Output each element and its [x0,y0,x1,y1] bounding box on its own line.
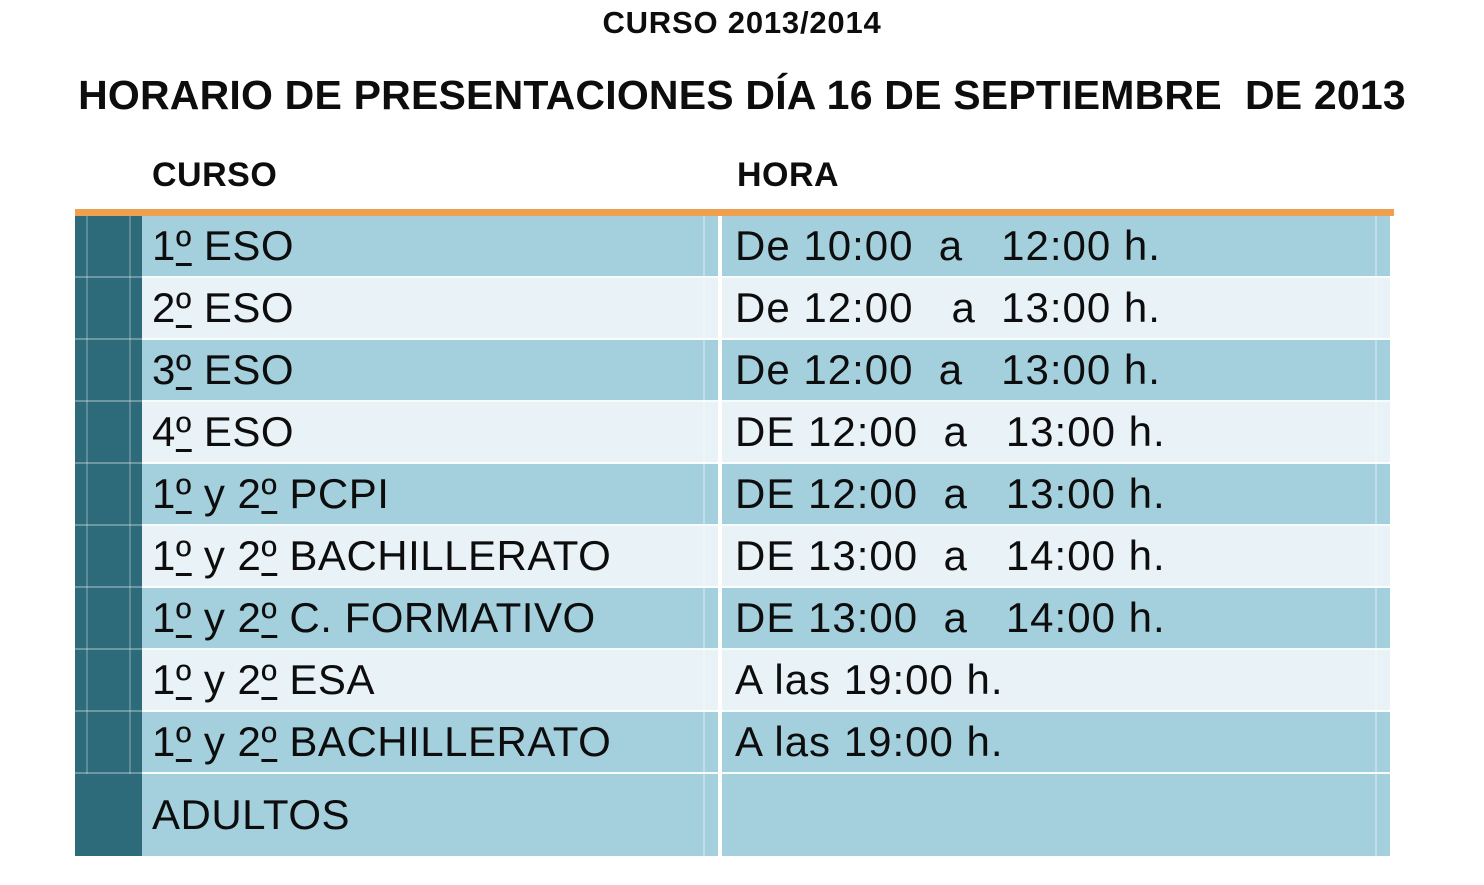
curso-cell: 1º y 2º PCPI [142,464,718,526]
curso-cell: 4º ESO [142,402,718,464]
table-row: 1º y 2º C. FORMATIVO DE 13:00 a 14:00 h. [75,588,1390,650]
row-accent-strip [75,340,142,402]
column-divider [718,588,722,650]
row-accent-strip [75,650,142,712]
hora-cell: A las 19:00 h. [722,650,1390,712]
column-divider [718,526,722,588]
hora-cell: DE 13:00 a 14:00 h. [722,526,1390,588]
curso-cell: ADULTOS [142,774,718,856]
table-row: 1º y 2º BACHILLERATO DE 13:00 a 14:00 h. [75,526,1390,588]
table-row: 1º ESO De 10:00 a 12:00 h. [75,216,1390,278]
row-accent-strip [75,402,142,464]
hora-cell: De 12:00 a 13:00 h. [722,278,1390,340]
row-accent-strip [75,464,142,526]
table-row: ADULTOS [75,774,1390,856]
curso-cell: 2º ESO [142,278,718,340]
column-divider [718,216,722,278]
curso-cell: 1º y 2º ESA [142,650,718,712]
hora-cell: De 12:00 a 13:00 h. [722,340,1390,402]
column-header-curso: CURSO [152,156,278,194]
hora-cell: DE 13:00 a 14:00 h. [722,588,1390,650]
column-divider [718,402,722,464]
table-row: 1º y 2º PCPI DE 12:00 a 13:00 h. [75,464,1390,526]
table-row: 1º y 2º ESA A las 19:00 h. [75,650,1390,712]
hora-cell: De 10:00 a 12:00 h. [722,216,1390,278]
course-year-heading: CURSO 2013/2014 [602,5,882,40]
column-divider [718,278,722,340]
row-accent-strip [75,774,142,856]
column-divider [718,340,722,402]
column-divider [718,712,722,774]
curso-cell: 3º ESO [142,340,718,402]
hora-cell: A las 19:00 h. [722,712,1390,774]
row-accent-strip [75,526,142,588]
curso-cell: 1º y 2º BACHILLERATO [142,712,718,774]
row-accent-strip [75,278,142,340]
row-accent-strip [75,216,142,278]
table-row: 3º ESO De 12:00 a 13:00 h. [75,340,1390,402]
table-row: 4º ESO DE 12:00 a 13:00 h. [75,402,1390,464]
column-header-hora: HORA [737,156,840,194]
hora-cell: DE 12:00 a 13:00 h. [722,402,1390,464]
table-row: 2º ESO De 12:00 a 13:00 h. [75,278,1390,340]
schedule-table: 1º ESO De 10:00 a 12:00 h. 2º ESO De 12:… [75,209,1394,856]
column-divider [718,464,722,526]
row-accent-strip [75,588,142,650]
hora-cell: DE 12:00 a 13:00 h. [722,464,1390,526]
column-divider [718,650,722,712]
row-accent-strip [75,712,142,774]
curso-cell: 1º y 2º BACHILLERATO [142,526,718,588]
table-top-border [75,209,1394,216]
hora-cell [722,774,1390,856]
curso-cell: 1º ESO [142,216,718,278]
table-row: 1º y 2º BACHILLERATO A las 19:00 h. [75,712,1390,774]
curso-cell: 1º y 2º C. FORMATIVO [142,588,718,650]
column-divider [718,774,722,856]
page-title: HORARIO DE PRESENTACIONES DÍA 16 DE SEPT… [78,72,1406,118]
